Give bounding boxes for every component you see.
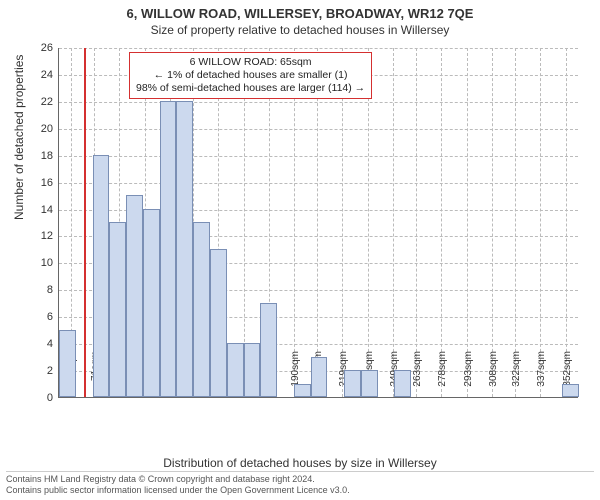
page-title: 6, WILLOW ROAD, WILLERSEY, BROADWAY, WR1… bbox=[0, 0, 600, 21]
reference-annotation-box: 6 WILLOW ROAD: 65sqm ← 1% of detached ho… bbox=[129, 52, 372, 99]
y-tick-label: 6 bbox=[47, 311, 53, 323]
y-tick-label: 4 bbox=[47, 338, 53, 350]
grid-line-h bbox=[59, 102, 578, 103]
annotation-line-3: 98% of semi-detached houses are larger (… bbox=[136, 82, 365, 95]
grid-line-v bbox=[492, 48, 493, 397]
histogram-bar bbox=[59, 330, 76, 397]
grid-line-v bbox=[294, 48, 295, 397]
grid-line-v bbox=[467, 48, 468, 397]
histogram-bar bbox=[311, 357, 328, 397]
footer-line-1: Contains HM Land Registry data © Crown c… bbox=[6, 474, 594, 485]
x-tick-label: 278sqm bbox=[437, 351, 448, 401]
histogram-bar bbox=[210, 249, 227, 397]
footer-attribution: Contains HM Land Registry data © Crown c… bbox=[6, 471, 594, 496]
histogram-bar bbox=[562, 384, 579, 397]
plot-area: 0246810121416182022242657sqm71sqm86sqm10… bbox=[58, 48, 578, 398]
x-tick-label: 308sqm bbox=[488, 351, 499, 401]
histogram-bar bbox=[394, 370, 411, 397]
reference-line bbox=[84, 48, 86, 397]
histogram-bar bbox=[126, 195, 143, 397]
page-subtitle: Size of property relative to detached ho… bbox=[0, 21, 600, 41]
y-tick-label: 10 bbox=[41, 257, 53, 269]
histogram-bar bbox=[193, 222, 210, 397]
grid-line-v bbox=[515, 48, 516, 397]
grid-line-v bbox=[441, 48, 442, 397]
grid-line-h bbox=[59, 156, 578, 157]
grid-line-v bbox=[342, 48, 343, 397]
histogram-bar bbox=[93, 155, 110, 397]
y-tick-label: 26 bbox=[41, 42, 53, 54]
y-tick-label: 18 bbox=[41, 150, 53, 162]
x-tick-label: 293sqm bbox=[463, 351, 474, 401]
grid-line-v bbox=[540, 48, 541, 397]
histogram-bar bbox=[244, 343, 261, 397]
histogram-bar bbox=[294, 384, 311, 397]
grid-line-v bbox=[416, 48, 417, 397]
histogram-bar bbox=[260, 303, 277, 397]
x-tick-label: 263sqm bbox=[412, 351, 423, 401]
grid-line-h bbox=[59, 129, 578, 130]
grid-line-h bbox=[59, 183, 578, 184]
grid-line-v bbox=[368, 48, 369, 397]
y-tick-label: 16 bbox=[41, 177, 53, 189]
histogram-bar bbox=[227, 343, 244, 397]
x-tick-label: 322sqm bbox=[511, 351, 522, 401]
grid-line-h bbox=[59, 48, 578, 49]
grid-line-v bbox=[317, 48, 318, 397]
histogram-bar bbox=[361, 370, 378, 397]
histogram-chart: 0246810121416182022242657sqm71sqm86sqm10… bbox=[58, 48, 578, 398]
histogram-bar bbox=[176, 101, 193, 397]
x-tick-label: 337sqm bbox=[536, 351, 547, 401]
annotation-line-2: ← 1% of detached houses are smaller (1) bbox=[136, 69, 365, 82]
histogram-bar bbox=[160, 101, 177, 397]
y-tick-label: 0 bbox=[47, 392, 53, 404]
y-axis-label: Number of detached properties bbox=[12, 55, 26, 220]
y-tick-label: 22 bbox=[41, 96, 53, 108]
y-tick-label: 24 bbox=[41, 69, 53, 81]
histogram-bar bbox=[109, 222, 126, 397]
y-tick-label: 20 bbox=[41, 123, 53, 135]
annotation-line-1: 6 WILLOW ROAD: 65sqm bbox=[136, 56, 365, 69]
y-tick-label: 12 bbox=[41, 230, 53, 242]
y-tick-label: 14 bbox=[41, 204, 53, 216]
y-tick-label: 2 bbox=[47, 365, 53, 377]
histogram-bar bbox=[143, 209, 160, 397]
grid-line-v bbox=[393, 48, 394, 397]
footer-line-2: Contains public sector information licen… bbox=[6, 485, 594, 496]
y-tick-label: 8 bbox=[47, 284, 53, 296]
histogram-bar bbox=[344, 370, 361, 397]
x-axis-label: Distribution of detached houses by size … bbox=[0, 456, 600, 470]
grid-line-v bbox=[566, 48, 567, 397]
